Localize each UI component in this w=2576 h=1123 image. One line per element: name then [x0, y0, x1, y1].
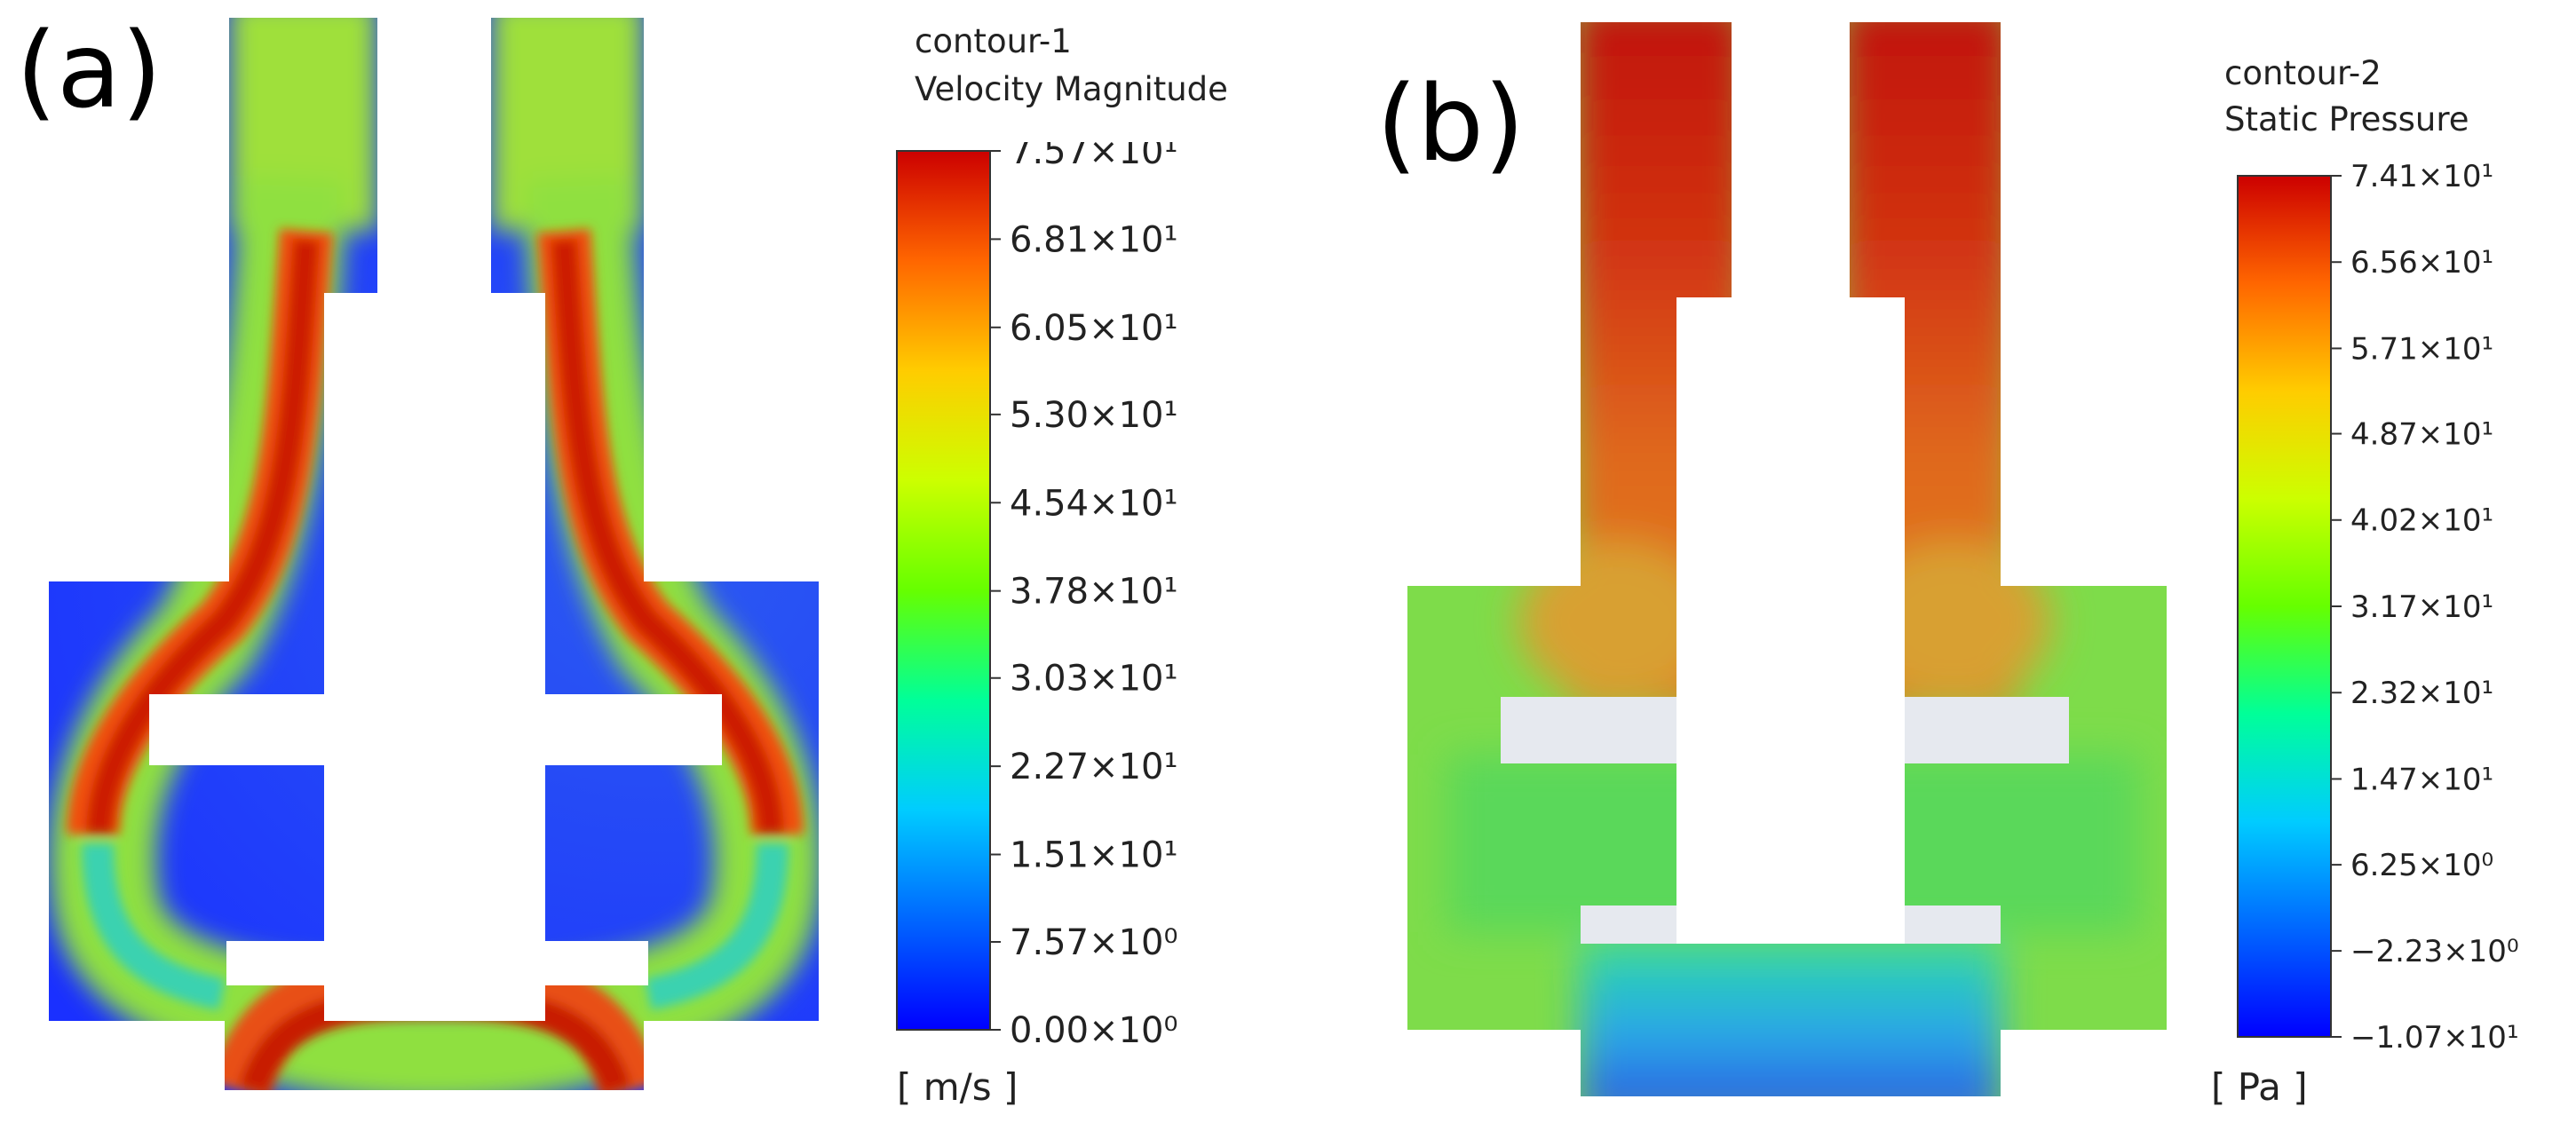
panel-label-a: (a): [16, 9, 162, 131]
pressure-contour-field: [1407, 22, 2167, 1096]
colorbar-tick-label: 6.25×10⁰: [2350, 848, 2493, 883]
colorbar-tick-label: −2.23×10⁰: [2350, 934, 2519, 969]
colorbar-tick-label: 5.71×10¹: [2350, 331, 2493, 367]
legend-quantity-b: Static Pressure: [2224, 100, 2469, 138]
velocity-contour-field: [49, 18, 819, 1090]
colorbar-tick-label: 4.87×10¹: [2350, 416, 2493, 452]
colorbar-tick-label: 7.57×10¹: [1010, 142, 1178, 172]
colorbar-gradient: [896, 150, 991, 1031]
colorbar-tick-label: 7.57×10⁰: [1010, 922, 1178, 963]
unit-label-a: [ m/s ]: [897, 1065, 1019, 1109]
panel-label-b: (b): [1376, 62, 1525, 185]
colorbar-tick-label: 6.81×10¹: [1010, 219, 1178, 260]
colorbar-tick-label: 0.00×10⁰: [1010, 1010, 1178, 1051]
colorbar-b: 7.41×10¹ 6.56×10¹ 5.71×10¹ 4.87×10¹ 4.02×10¹…: [2237, 160, 2519, 1056]
colorbar-tick-label: −1.07×10¹: [2350, 1020, 2519, 1056]
legend-name-b: contour-2: [2224, 54, 2382, 92]
colorbar-gradient: [2237, 175, 2332, 1038]
panel-a-velocity: (a): [16, 9, 1228, 1109]
colorbar-tick-label: 1.51×10¹: [1010, 835, 1178, 876]
colorbar-a: 7.57×10¹ 6.81×10¹ 6.05×10¹ 5.30×10¹ 4.54×10¹…: [896, 142, 1178, 1051]
colorbar-tick-label: 6.56×10¹: [2350, 245, 2493, 281]
legend-name-a: contour-1: [915, 22, 1072, 60]
colorbar-tick-label: 6.05×10¹: [1010, 308, 1178, 349]
legend-quantity-a: Velocity Magnitude: [915, 70, 1228, 108]
colorbar-tick-label: 4.02×10¹: [2350, 503, 2493, 539]
colorbar-tick-label: 7.41×10¹: [2350, 160, 2493, 194]
panel-b-pressure: (b): [1314, 0, 2576, 1123]
colorbar-tick-label: 3.17×10¹: [2350, 589, 2493, 625]
colorbar-tick-label: 3.03×10¹: [1010, 659, 1178, 700]
colorbar-tick-label: 4.54×10¹: [1010, 483, 1178, 524]
colorbar-tick-label: 2.27×10¹: [1010, 747, 1178, 787]
colorbar-tick-label: 3.78×10¹: [1010, 572, 1178, 613]
colorbar-tick-label: 2.32×10¹: [2350, 676, 2493, 711]
unit-label-b: [ Pa ]: [2211, 1065, 2308, 1109]
colorbar-tick-label: 5.30×10¹: [1010, 395, 1178, 436]
colorbar-tick-label: 1.47×10¹: [2350, 762, 2493, 797]
